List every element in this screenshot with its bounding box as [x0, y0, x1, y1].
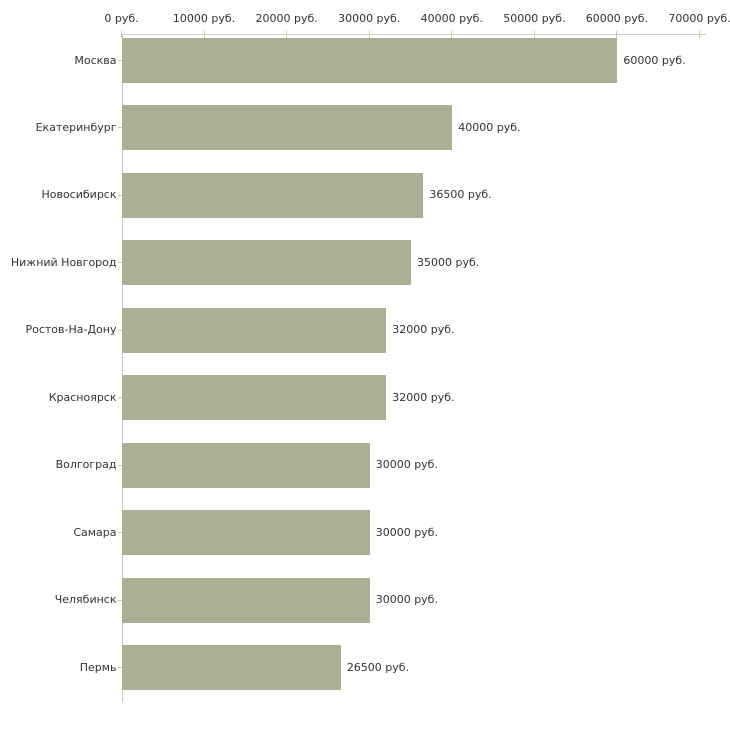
value-label: 30000 руб.: [375, 593, 438, 607]
x-tick: [533, 31, 535, 38]
x-tick-label: 60000 руб.: [585, 12, 649, 25]
y-tick: [117, 599, 122, 601]
y-tick: [117, 464, 122, 466]
category-label: Нижний Новгород: [10, 255, 117, 269]
x-tick-label: 10000 руб.: [172, 12, 236, 25]
category-label: Новосибирск: [41, 188, 117, 202]
x-tick: [616, 31, 618, 38]
category-label: Екатеринбург: [35, 120, 117, 134]
value-label: 60000 руб.: [623, 53, 686, 67]
value-label: 32000 руб.: [392, 323, 455, 337]
bar: [122, 38, 618, 83]
x-tick: [121, 31, 122, 38]
category-label: Пермь: [79, 660, 117, 674]
category-label: Челябинск: [54, 593, 117, 607]
category-label: Ростов-На-Дону: [25, 323, 117, 337]
y-tick: [117, 667, 122, 669]
value-label: 30000 руб.: [375, 525, 438, 539]
bar: [122, 442, 370, 488]
bar: [122, 307, 387, 353]
x-tick-label: 40000 руб.: [420, 12, 483, 25]
bar: [122, 240, 411, 286]
bar: [122, 172, 424, 218]
y-tick: [117, 262, 122, 264]
x-tick: [286, 31, 288, 38]
y-axis-line: [121, 34, 123, 702]
category-label: Самара: [73, 525, 117, 539]
x-axis-line: [121, 34, 706, 35]
x-tick: [368, 31, 370, 38]
x-tick-label: 50000 руб.: [503, 12, 566, 25]
y-tick: [117, 60, 122, 61]
value-label: 26500 руб.: [346, 660, 410, 674]
y-tick: [117, 532, 122, 534]
x-tick-label: 20000 руб.: [255, 12, 318, 25]
x-tick-label: 0 руб.: [104, 12, 139, 25]
x-tick: [203, 31, 205, 38]
value-label: 40000 руб.: [458, 120, 521, 134]
y-tick: [117, 329, 122, 331]
bar: [122, 375, 387, 421]
bar: [122, 645, 341, 691]
x-tick-label: 30000 руб.: [338, 12, 401, 25]
x-tick: [699, 31, 700, 38]
value-label: 35000 руб.: [417, 255, 480, 269]
category-label: Москва: [74, 53, 117, 67]
bar: [122, 510, 370, 556]
x-tick: [451, 31, 453, 38]
y-tick: [117, 194, 122, 196]
value-label: 36500 руб.: [429, 188, 492, 202]
bar: [122, 577, 370, 623]
y-tick: [117, 397, 122, 399]
bar: [122, 105, 453, 151]
value-label: 30000 руб.: [375, 458, 438, 472]
value-label: 32000 руб.: [392, 390, 455, 404]
category-label: Волгоград: [55, 458, 117, 472]
y-tick: [117, 127, 122, 129]
x-tick-label: 70000 руб.: [668, 12, 730, 25]
category-label: Красноярск: [48, 390, 117, 404]
